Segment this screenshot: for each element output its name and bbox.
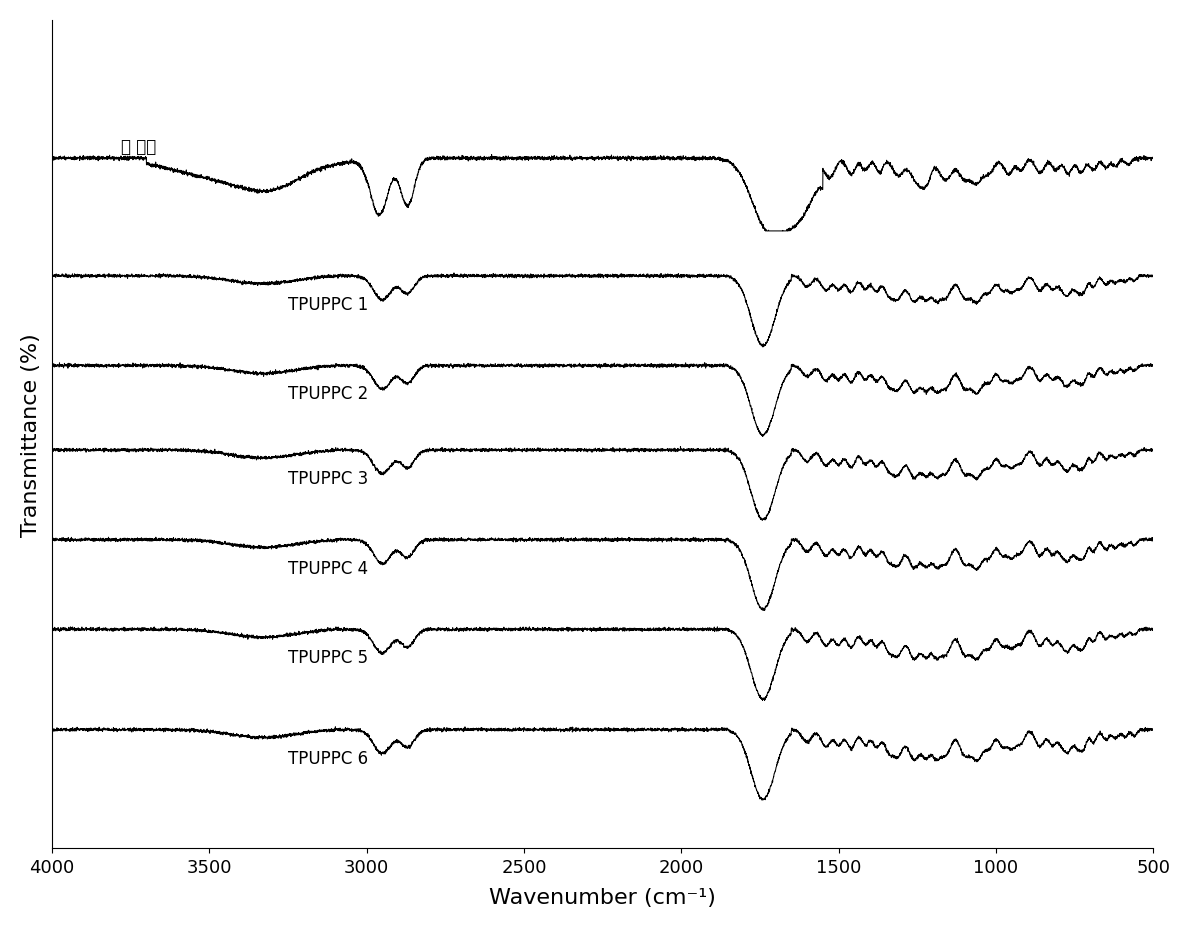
Y-axis label: Transmittance (%): Transmittance (%) bbox=[20, 333, 40, 536]
X-axis label: Wavenumber (cm⁻¹): Wavenumber (cm⁻¹) bbox=[490, 887, 716, 908]
Text: TPUPPC 4: TPUPPC 4 bbox=[288, 559, 368, 577]
Text: TPUPPC 1: TPUPPC 1 bbox=[288, 295, 368, 314]
Text: TPUPPC 3: TPUPPC 3 bbox=[288, 470, 368, 487]
Text: TPUPPC 2: TPUPPC 2 bbox=[288, 385, 368, 403]
Text: 预 聚物: 预 聚物 bbox=[121, 137, 156, 156]
Text: TPUPPC 6: TPUPPC 6 bbox=[288, 749, 368, 767]
Text: TPUPPC 5: TPUPPC 5 bbox=[288, 649, 368, 666]
